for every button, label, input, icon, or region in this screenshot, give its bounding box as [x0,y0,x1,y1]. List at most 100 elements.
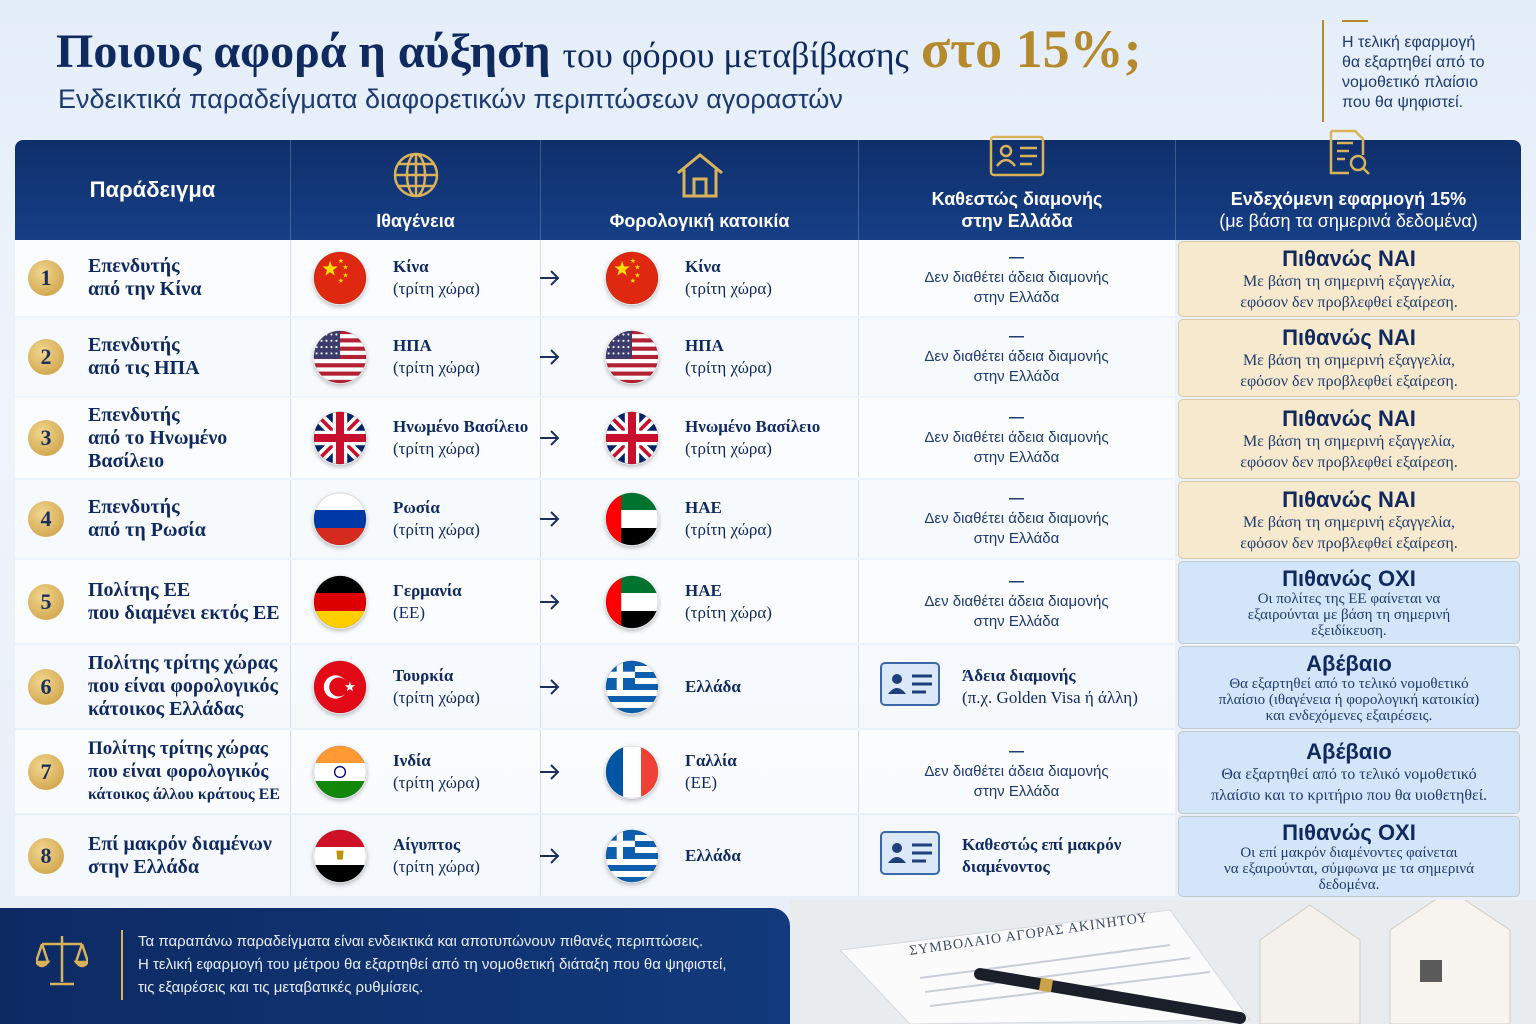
residency-cell: — Δεν διαθέτει άδεια διαμονής στην Ελλάδα [858,480,1175,558]
arrow [539,846,561,871]
flag-part-part [313,363,367,368]
tax_residence-text: ΗΠΑ (τρίτη χώρα) [685,335,772,379]
country-status: (τρίτη χώρα) [685,358,772,377]
column-header: Φορολογική κατοικία [540,140,858,240]
scales-icon-part [36,936,88,986]
note: Η τελική εφαρμογή θα εξαρτηθεί από το νομο… [1342,33,1484,113]
row-number: 2 [28,339,64,375]
document-search-icon-part-part [1361,167,1370,175]
flag-part [605,330,659,384]
column-header-text: Φορολογική κατοικία [610,210,790,232]
column-divider [858,240,859,316]
example-line: Επενδυτής [88,403,180,426]
flag-part-part [627,346,630,349]
flag-part-part [313,864,367,882]
column-divider [290,815,291,896]
column-divider [858,560,859,643]
pen [974,968,1246,1024]
column-header-text-line: Φορολογική κατοικία [609,211,790,231]
flag-part-part [338,258,344,264]
example-cell: 4 Επενδυτής από τη Ρωσία [15,480,290,558]
footer-line-line: Η τελική εφαρμογή του μέτρου θα εξαρτηθε… [138,956,727,973]
column-divider [858,815,859,896]
arrow-icon [540,349,560,365]
example-line: που είναι φορολογικός [88,675,278,697]
arrow-icon-part [540,593,560,610]
column-divider [290,318,291,396]
example-line: από τις ΗΠΑ [88,357,200,379]
flag-part [313,251,367,305]
flag-part-part [315,333,318,336]
outcome-text-line: εφόσον δεν προβλεφθεί εξαίρεση. [1240,534,1458,552]
row-background [15,480,1175,558]
outcome-text: Θα εξαρτηθεί από το τελικό νομοθετικό πλα… [1211,764,1487,806]
outcome-verdict: Πιθανώς ΟΧΙ [1282,566,1416,591]
flag [313,574,367,629]
document-search-icon-part [1329,129,1370,175]
flag-part-part [605,689,659,696]
residency-text-line: Δεν διαθέτει άδεια διαμονής [924,592,1109,610]
flag-part-part [315,339,318,342]
scales-icon-part-part [36,943,88,963]
tax_residence-text: Ελλάδα [685,845,741,867]
id-card-icon-part [912,843,932,863]
flag-holder [605,330,659,384]
arrow-icon [540,511,560,527]
nationality-text: Αίγυπτος (τρίτη χώρα) [393,834,480,878]
residency-cell: — Δεν διαθέτει άδεια διαμονής στην Ελλάδα [858,560,1175,643]
residency-text-line: στην Ελλάδα [973,782,1060,800]
outcome-verdict: Πιθανώς ΝΑΙ [1282,405,1416,431]
house-icon-part-part [682,169,717,198]
card-icon-part-part [1020,146,1037,166]
flag-holder [605,574,659,629]
row-number: 3 [28,420,64,456]
row-number: 7 [28,753,64,790]
flag-part-part [335,346,338,349]
residency-text-line: Δεν διαθέτει άδεια διαμονής [924,510,1109,527]
column-divider [858,318,859,396]
example-line: κάτοικος άλλου κράτους ΕΕ [88,786,280,803]
tax_residence-cell: ΗΠΑ (τρίτη χώρα) [605,318,772,396]
country: Κίνα [685,257,721,276]
note-text-line: νομοθετικό πλαίσιο [1342,74,1478,91]
row-number: 8 [28,837,64,874]
flag-part-part [623,745,642,798]
outcome-verdict: Αβέβαιο [1306,651,1392,676]
outcome-box: Πιθανώς ΝΑΙ Με βάση τη σημερινή εξαγγελία… [1178,241,1520,317]
column-header-text: Ενδεχόμενη εφαρμογή 15% (με βάση τα σημερ… [1219,188,1478,232]
flag-part [605,575,659,628]
outcome-text: Με βάση τη σημερινή εξαγγελία, εφόσον δεν… [1240,512,1458,554]
example-line: που είναι φορολογικός [88,761,269,782]
arrow-icon-part [540,430,560,446]
card-icon-part-part [989,135,1045,177]
note-text-line: που θα ψηφιστεί. [1342,94,1464,111]
id-card-icon-part [888,857,906,863]
flag-part-part [320,346,323,349]
document-search-icon-part-part [1349,154,1366,172]
id-card-icon-part [912,674,932,694]
flag-part-part [313,745,367,763]
flag-part-part [612,333,615,336]
flag-part [313,829,367,882]
arrow [539,592,561,617]
residency-cell: — Δεν διαθέτει άδεια διαμονής στην Ελλάδα [858,318,1175,396]
footer-text: Τα παραπάνω παραδείγματα είναι ενδεικτικ… [138,930,727,999]
flag-part-part [605,864,659,871]
row-background [15,240,1175,316]
title: Ποιους αφορά η αύξηση του φόρου μεταβίβα… [56,18,1142,80]
outcome-verdict: Πιθανώς ΝΑΙ [1282,324,1416,350]
example-cell: 1 Επενδυτής από την Κίνα [15,240,290,316]
flag-part-part [607,339,610,342]
arrow-icon-part [540,511,560,527]
outcome-box: Πιθανώς ΟΧΙ Οι πολίτες της ΕΕ φαίνεται να… [1178,561,1520,644]
row-background [15,398,1175,478]
tax_residence-text: Ελλάδα [685,676,741,698]
outcome-text: Θα εξαρτηθεί από το τελικό νομοθετικό πλα… [1219,676,1479,724]
id-card-icon-part [880,831,940,875]
tax_residence-text: ΗΑΕ (τρίτη χώρα) [685,497,772,541]
flag-part [313,660,367,713]
flag-part-part [313,762,367,781]
flag-part-part [313,780,367,798]
nationality-text: Τουρκία (τρίτη χώρα) [393,665,480,709]
flag-part-part [622,333,625,336]
